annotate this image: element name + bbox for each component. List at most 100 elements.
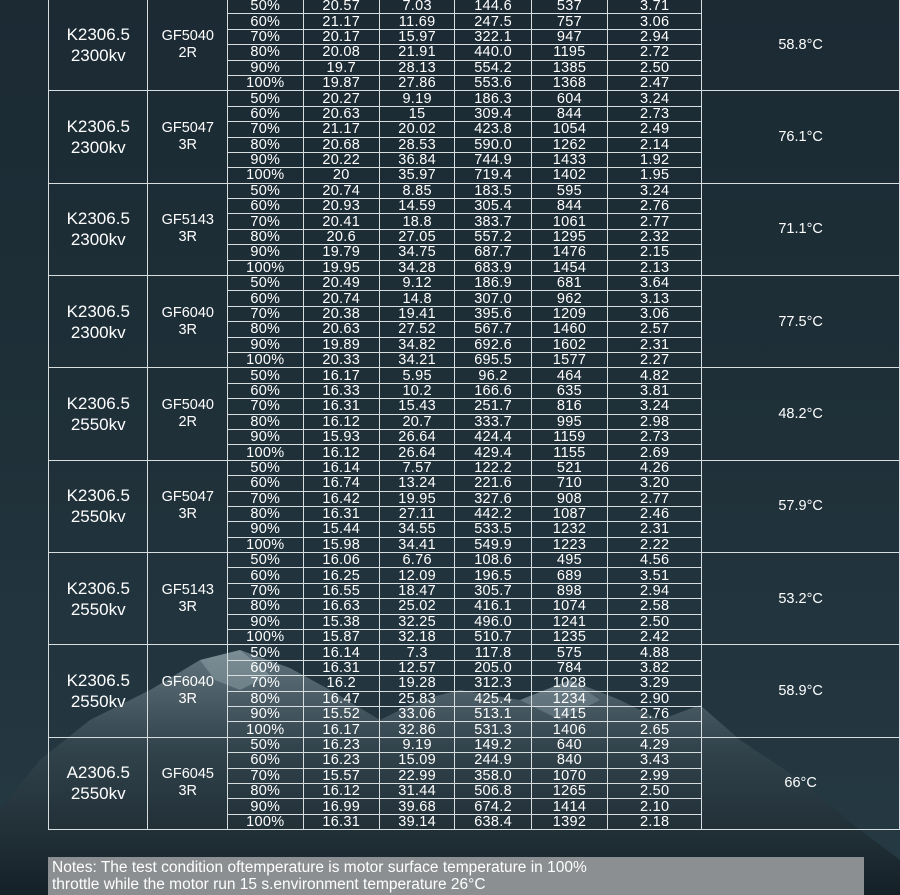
table-row: 100% 20.33 34.21 695.5 1577 2.27 [49,351,900,369]
table-row: 90% 15.38 32.25 496.0 1241 2.50 [49,613,900,631]
efficiency-cell: 2.73 [607,428,703,446]
motor-model: K2306.5 [66,671,130,691]
thrust-cell: 1476 [530,244,609,261]
power-cell: 683.9 [454,259,532,277]
motor-model: K2306.5 [66,394,130,414]
thrust-cell: 1234 [530,690,609,707]
table-row: K2306.5 2300kv GF5040 2R 50% 20.57 7.03 144.6 53… [47,0,900,92]
power-cell: 247.5 [454,13,532,30]
prop-model: GF5143 [161,581,214,598]
thrust-cell: 1402 [530,167,609,184]
efficiency-cell: 3.82 [607,659,703,677]
voltage-cell: 15.98 [302,536,380,554]
temperature-cell: 48.2°C [701,367,900,461]
prop-blades: 3R [178,506,198,523]
voltage-cell: 19.7 [302,59,380,76]
efficiency-cell: 3.20 [607,475,703,492]
table-row: 70% 16.42 19.95 327.6 908 2.77 [49,490,900,507]
voltage-cell: 20.27 [302,90,380,107]
table-row: 90% 15.44 34.55 533.5 1232 2.31 [49,521,900,538]
efficiency-cell: 3.24 [607,90,703,107]
motor-model: K2306.5 [66,117,130,137]
voltage-cell: 16.2 [302,675,380,692]
motor-kv: 2550kv [70,784,126,804]
motor-model: K2306.5 [66,301,130,321]
throttle-cell: 100% [227,536,304,554]
prop-blades: 3R [178,691,198,708]
thrust-cell: 1415 [530,705,609,723]
power-cell: 590.0 [454,136,532,153]
throttle-cell: 60% [227,475,304,492]
power-cell: 205.0 [454,659,532,677]
thrust-cell: 1235 [530,629,609,646]
table-row: 100% 16.12 26.64 429.4 1155 2.69 [49,444,900,461]
table-row: 80% 16.12 20.7 333.7 995 2.98 [49,413,900,430]
thrust-cell: 681 [530,275,609,292]
current-cell: 20.7 [378,413,456,430]
power-cell: 429.4 [454,444,532,461]
thrust-cell: 784 [530,659,609,677]
voltage-cell: 21.17 [302,13,380,30]
power-cell: 513.1 [454,705,532,723]
efficiency-cell: 2.22 [607,536,703,554]
current-cell: 6.76 [378,552,456,569]
current-cell: 14.59 [378,198,456,215]
table-row: K2306.5 2300kv GF6040 3R 50% 20.49 9.12 186.9 68… [47,275,900,369]
power-cell: 117.8 [454,644,532,661]
efficiency-cell: 2.98 [607,413,703,430]
table-row: 80% 20.08 21.91 440.0 1195 2.72 [49,44,900,61]
motor-test-table: K2306.5 2300kv GF5040 2R 50% 20.57 7.03 144.6 53… [47,0,900,831]
power-cell: 358.0 [454,767,532,784]
efficiency-cell: 2.94 [607,28,703,46]
voltage-cell: 16.31 [302,398,380,415]
voltage-cell: 16.55 [302,582,380,600]
prop-model: GF6040 [161,304,214,321]
motor-model: K2306.5 [66,486,130,506]
prop-cell: GF5047 3R [147,90,229,184]
prop-cell: GF6045 3R [147,736,229,831]
throttle-cell: 70% [227,767,304,784]
current-cell: 34.21 [378,351,456,369]
current-cell: 14.8 [378,290,456,307]
throttle-cell: 80% [227,136,304,153]
table-row: 90% 15.52 33.06 513.1 1415 2.76 [49,705,900,723]
current-cell: 35.97 [378,167,456,184]
power-cell: 309.4 [454,105,532,123]
power-cell: 186.3 [454,90,532,107]
efficiency-cell: 2.72 [607,44,703,61]
prop-cell: GF5047 3R [147,459,229,554]
efficiency-cell: 2.14 [607,136,703,153]
throttle-cell: 90% [227,336,304,353]
efficiency-cell: 2.58 [607,598,703,615]
temperature-cell: 71.1°C [701,182,900,277]
power-cell: 744.9 [454,151,532,169]
thrust-cell: 1406 [530,721,609,738]
power-cell: 251.7 [454,398,532,415]
throttle-cell: 90% [227,59,304,76]
power-cell: 638.4 [454,813,532,831]
throttle-cell: 70% [227,675,304,692]
thrust-cell: 537 [530,0,609,15]
thrust-cell: 604 [530,90,609,107]
table-row: 60% 16.33 10.2 166.6 635 3.81 [49,382,900,400]
current-cell: 7.03 [378,0,456,15]
current-cell: 34.75 [378,244,456,261]
power-cell: 144.6 [454,0,532,15]
voltage-cell: 20.68 [302,136,380,153]
current-cell: 34.82 [378,336,456,353]
table-row: 100% 15.98 34.41 549.9 1223 2.22 [49,536,900,554]
thrust-cell: 908 [530,490,609,507]
efficiency-cell: 2.76 [607,198,703,215]
efficiency-cell: 4.82 [607,367,703,384]
voltage-cell: 16.31 [302,505,380,523]
current-cell: 34.41 [378,536,456,554]
prop-model: GF5040 [161,27,214,44]
table-row: 80% 20.63 27.52 567.7 1460 2.57 [49,321,900,338]
power-cell: 510.7 [454,629,532,646]
power-cell: 307.0 [454,290,532,307]
efficiency-cell: 2.31 [607,521,703,538]
efficiency-cell: 2.15 [607,244,703,261]
motor-model: K2306.5 [66,24,130,44]
power-cell: 122.2 [454,459,532,477]
voltage-cell: 16.42 [302,490,380,507]
